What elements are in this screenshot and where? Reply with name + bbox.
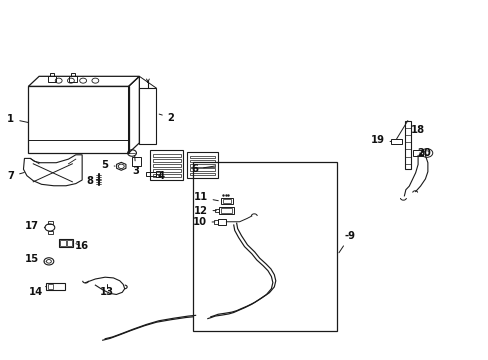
Text: 17: 17 — [25, 221, 45, 231]
Bar — [219, 207, 233, 214]
Text: 7: 7 — [7, 171, 24, 181]
Text: 2: 2 — [159, 113, 174, 123]
Bar — [46, 283, 65, 290]
Bar — [71, 73, 75, 76]
Text: 10: 10 — [192, 217, 214, 228]
Bar — [150, 150, 183, 180]
Bar — [48, 76, 56, 82]
Text: 13: 13 — [100, 287, 113, 297]
Bar — [187, 152, 217, 178]
Bar — [152, 174, 181, 177]
Bar — [66, 240, 72, 246]
Bar — [156, 171, 160, 177]
Bar — [28, 86, 128, 153]
Bar — [193, 162, 337, 331]
Text: 6: 6 — [191, 164, 214, 174]
Text: 14: 14 — [28, 286, 46, 297]
Bar — [59, 239, 73, 247]
Bar — [152, 154, 181, 157]
Bar — [60, 240, 65, 246]
Bar — [223, 199, 230, 203]
Bar — [145, 172, 156, 176]
Bar — [213, 220, 217, 224]
Text: 11: 11 — [193, 192, 218, 202]
Bar — [189, 156, 215, 158]
Text: 3: 3 — [132, 156, 139, 176]
Bar — [69, 76, 77, 82]
Bar — [189, 164, 215, 167]
Bar — [48, 284, 53, 289]
Bar — [139, 88, 156, 144]
Bar — [50, 73, 54, 76]
Bar — [48, 231, 53, 234]
Bar — [48, 221, 53, 224]
Text: 12: 12 — [193, 206, 216, 216]
Text: -9: -9 — [338, 231, 355, 253]
Text: 18: 18 — [410, 125, 424, 135]
Bar — [217, 219, 226, 225]
Bar — [132, 157, 141, 166]
Bar — [152, 164, 181, 167]
Bar — [189, 173, 215, 175]
Text: 19: 19 — [370, 135, 390, 145]
Bar — [215, 209, 219, 212]
Text: 1: 1 — [7, 114, 28, 124]
Text: 15: 15 — [25, 254, 45, 264]
Text: 5: 5 — [102, 160, 115, 170]
Bar — [189, 160, 215, 162]
Bar — [221, 198, 233, 204]
Bar — [404, 121, 410, 169]
Bar — [152, 159, 181, 162]
Text: 16: 16 — [75, 241, 89, 251]
Text: 8: 8 — [86, 176, 99, 186]
Bar — [189, 168, 215, 171]
Bar — [152, 169, 181, 172]
Bar — [390, 139, 401, 144]
Bar — [412, 150, 422, 156]
Bar — [220, 208, 232, 213]
Text: 20: 20 — [417, 148, 430, 158]
Text: 4: 4 — [156, 171, 164, 181]
